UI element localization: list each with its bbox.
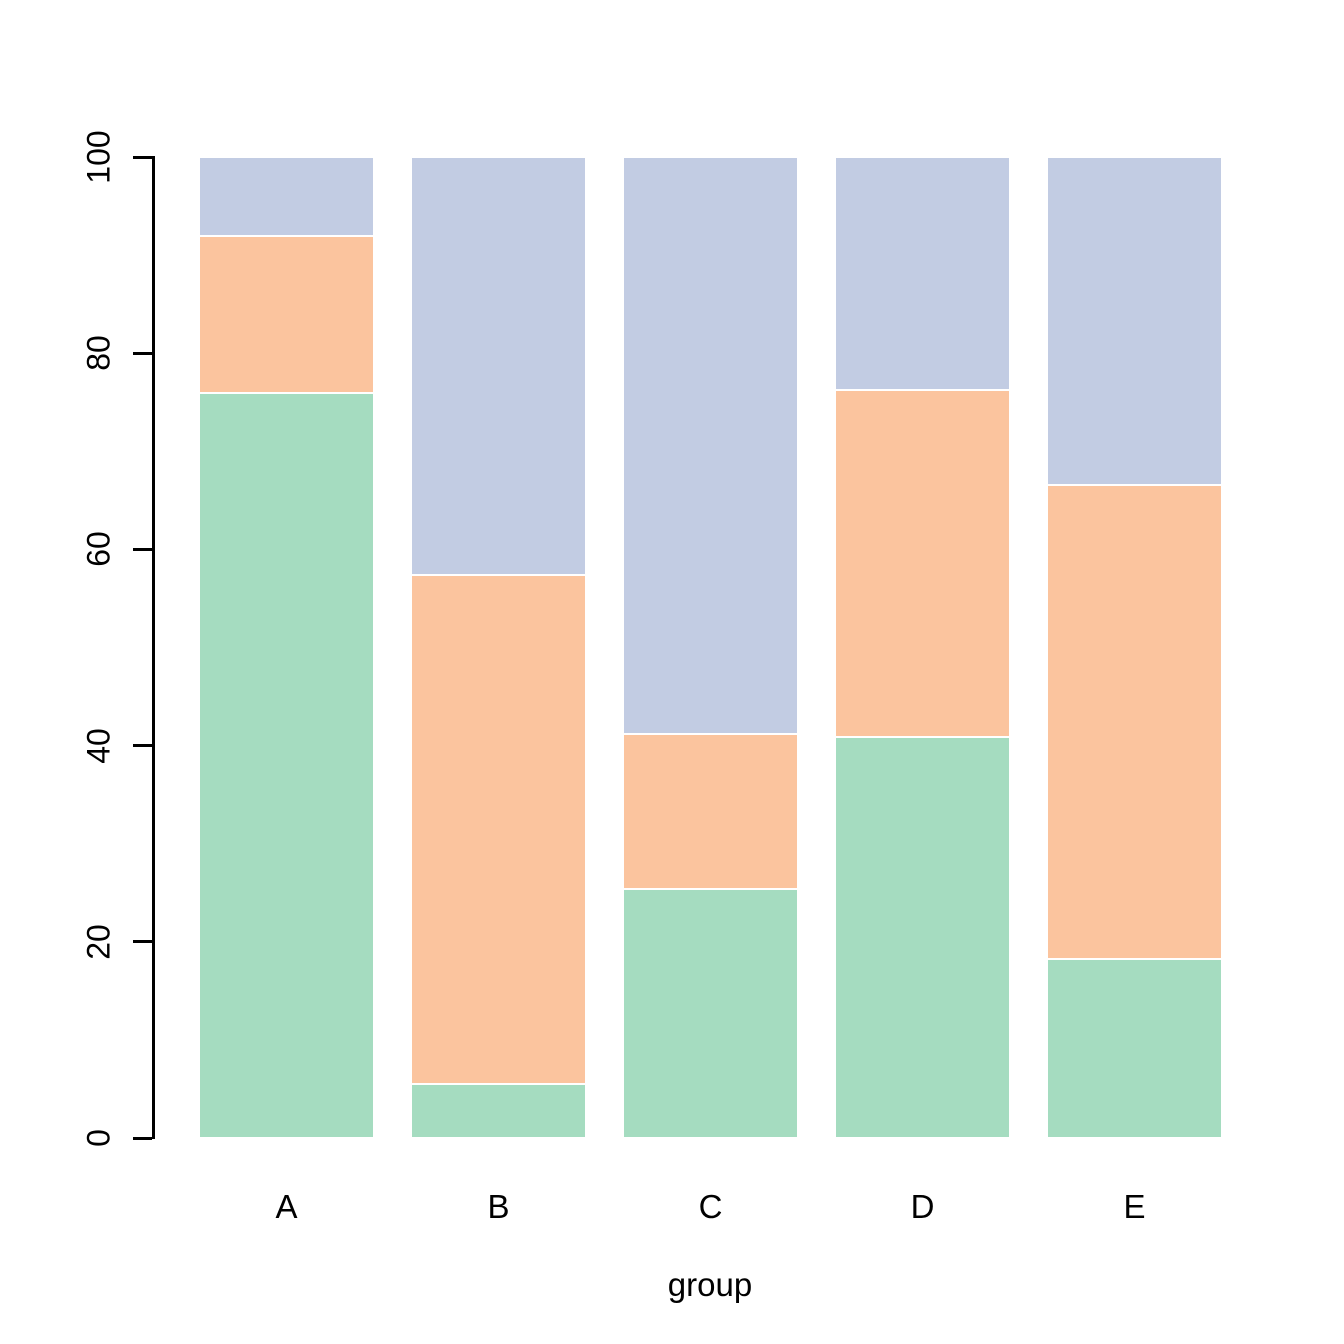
bar-D	[835, 157, 1010, 1138]
x-axis-category-label-B: B	[487, 1188, 510, 1225]
bar-C	[623, 157, 798, 1138]
y-axis-tick	[133, 744, 152, 748]
x-axis-category-label-D: D	[910, 1188, 935, 1225]
y-axis-tick-label: 40	[80, 727, 117, 764]
bar-D-green-segment	[835, 736, 1010, 1138]
bar-E-green-segment	[1047, 959, 1222, 1138]
bar-C-orange-segment	[623, 733, 798, 889]
bar-E-orange-segment	[1047, 484, 1222, 960]
bar-D-orange-segment	[835, 390, 1010, 737]
y-axis-tick-label: 100	[80, 130, 117, 184]
x-axis-category-label-C: C	[698, 1188, 723, 1225]
bar-A	[199, 157, 374, 1138]
bar-B-green-segment	[411, 1084, 586, 1138]
bar-A-green-segment	[199, 393, 374, 1138]
y-axis-tick-label: 0	[80, 1129, 117, 1147]
y-axis-tick	[133, 351, 152, 355]
x-axis-category-label-E: E	[1123, 1188, 1146, 1225]
y-axis-tick	[133, 155, 152, 159]
bar-E	[1047, 157, 1222, 1138]
x-axis-title: group	[667, 1266, 753, 1303]
bar-D-blue-segment	[835, 157, 1010, 391]
bar-A-orange-segment	[199, 236, 374, 394]
y-axis-line	[152, 156, 155, 1139]
bar-B-blue-segment	[411, 157, 586, 575]
bar-B-orange-segment	[411, 574, 586, 1085]
bar-E-blue-segment	[1047, 157, 1222, 485]
y-axis-tick-label: 80	[80, 335, 117, 371]
y-axis-tick	[133, 547, 152, 551]
bar-C-blue-segment	[623, 157, 798, 734]
bar-A-blue-segment	[199, 157, 374, 237]
y-axis-tick	[133, 1136, 152, 1140]
x-axis-category-label-A: A	[275, 1188, 298, 1225]
y-axis-tick	[133, 940, 152, 944]
bar-B	[411, 157, 586, 1138]
y-axis-tick-label: 60	[80, 531, 117, 568]
bar-C-green-segment	[623, 888, 798, 1138]
y-axis-tick-label: 20	[80, 924, 117, 960]
